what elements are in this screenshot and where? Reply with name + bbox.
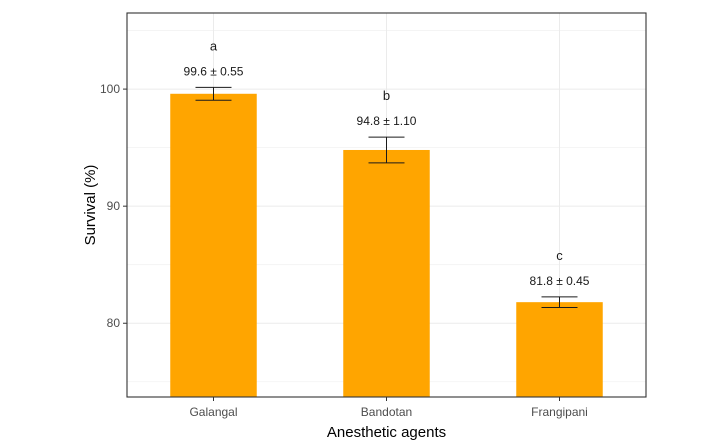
x-tick-label: Frangipani <box>531 405 588 419</box>
value-label: 94.8 ± 1.10 <box>357 114 417 128</box>
bars <box>170 93 603 397</box>
bar-annotations: 99.6 ± 0.55 a 94.8 ± 1.10 b 81.8 ± 0.45 c <box>184 38 590 288</box>
y-tick-label: 90 <box>107 199 121 213</box>
x-axis-title: Anesthetic agents <box>327 424 446 441</box>
significance-letter: c <box>556 248 563 263</box>
y-tick-label: 80 <box>107 316 121 330</box>
value-label: 81.8 ± 0.45 <box>530 274 590 288</box>
value-label: 99.6 ± 0.55 <box>184 64 244 78</box>
significance-letter: b <box>383 88 390 103</box>
significance-letter: a <box>210 38 218 53</box>
x-tick-label: Bandotan <box>361 405 412 419</box>
bar-bandotan <box>343 149 430 397</box>
x-axis: Galangal Bandotan Frangipani <box>189 397 588 419</box>
bar-frangipani <box>516 302 603 397</box>
y-tick-label: 100 <box>100 82 120 96</box>
bar-galangal <box>170 93 257 397</box>
x-tick-label: Galangal <box>189 405 237 419</box>
y-axis-title: Survival (%) <box>82 165 99 246</box>
y-axis: 80 90 100 <box>100 82 127 330</box>
error-bars <box>195 86 578 308</box>
